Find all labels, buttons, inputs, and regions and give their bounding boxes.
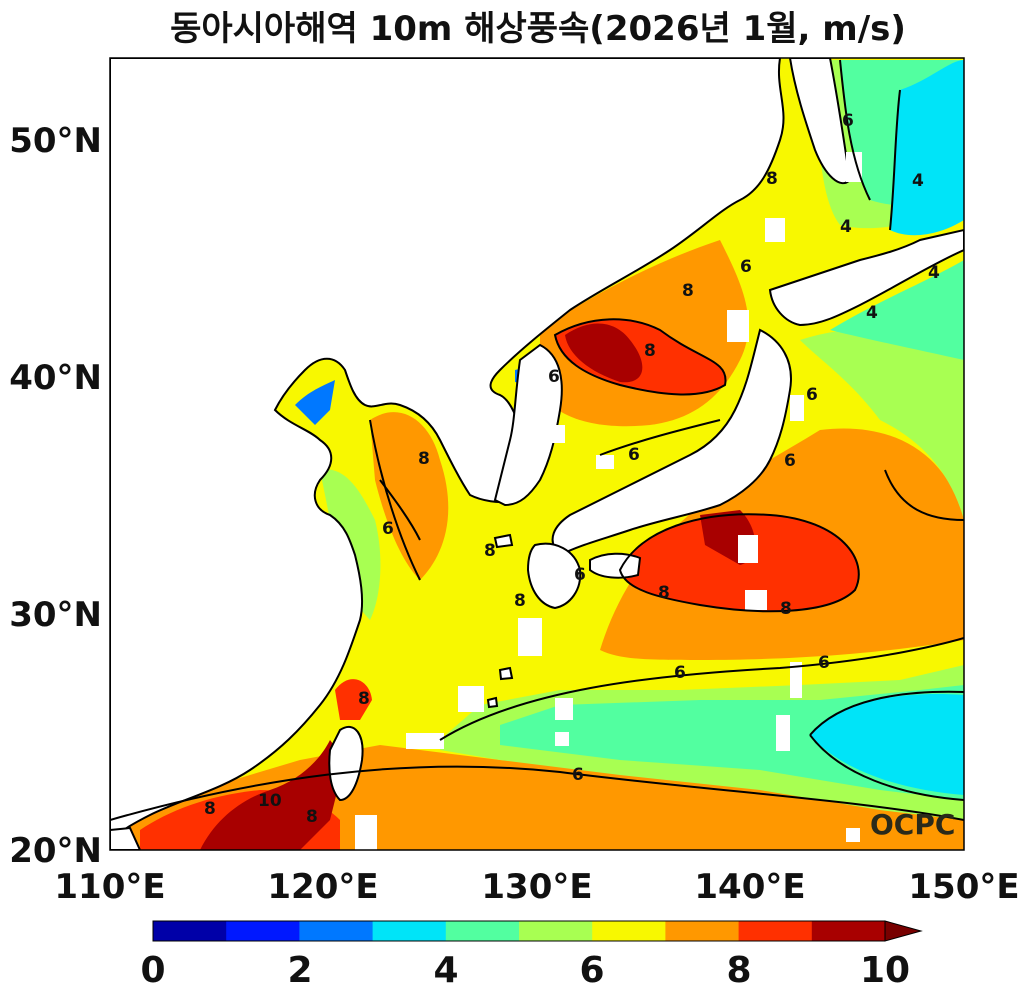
band-4-5-east bbox=[830, 260, 964, 360]
colorbar-tick-label: 2 bbox=[287, 950, 312, 991]
contour-label-group: 4 4 4 4 6 6 6 6 6 6 6 6 6 6 6 8 8 8 8 8 … bbox=[204, 111, 940, 827]
contour-label: 8 bbox=[484, 541, 496, 561]
contour-label: 6 bbox=[628, 445, 640, 465]
contour-label: 4 bbox=[912, 171, 924, 191]
lat-tick-label: 50°N bbox=[9, 121, 102, 161]
contour-label: 6 bbox=[842, 111, 854, 131]
contour-label: 8 bbox=[644, 341, 656, 361]
colorbar-tick-label: 4 bbox=[433, 950, 458, 991]
contour-label: 8 bbox=[658, 583, 670, 603]
map-title: 동아시아해역 10m 해상풍속(2026년 1월, m/s) bbox=[170, 9, 906, 49]
hokkaido bbox=[768, 228, 964, 327]
colorbar-tick-label: 10 bbox=[860, 950, 910, 991]
contour-label: 8 bbox=[306, 807, 318, 827]
contour-label: 8 bbox=[204, 799, 216, 819]
contour-lines bbox=[110, 59, 964, 821]
sakhalin bbox=[788, 58, 852, 185]
colorbar-segment bbox=[665, 921, 740, 941]
colorbar-tick-label: 8 bbox=[726, 950, 751, 991]
colorbar-segment bbox=[153, 921, 227, 941]
colorbar-segment bbox=[519, 921, 593, 941]
contour-label: 6 bbox=[674, 663, 686, 683]
lon-tick-label: 150°E bbox=[908, 867, 1019, 907]
band-5-6-east bbox=[800, 328, 964, 520]
korean-peninsula bbox=[493, 343, 563, 507]
contour-label: 4 bbox=[928, 263, 940, 283]
colorbar-segment bbox=[592, 921, 666, 941]
colorbar-segment bbox=[445, 921, 520, 941]
contour-label: 6 bbox=[784, 451, 796, 471]
lon-tick-label: 130°E bbox=[481, 867, 592, 907]
shikoku bbox=[589, 552, 642, 579]
contour-label: 8 bbox=[514, 591, 526, 611]
colorbar-segment bbox=[226, 921, 300, 941]
contour-label: 8 bbox=[766, 169, 778, 189]
contour-label: 6 bbox=[574, 565, 586, 585]
band-9-10-southwest bbox=[200, 740, 345, 850]
band-3-4-north bbox=[890, 60, 964, 236]
lat-tick-label: 30°N bbox=[9, 595, 102, 635]
colorbar-segment bbox=[372, 921, 447, 941]
band-7-8-yellowsea bbox=[370, 412, 449, 580]
colorbar-extend-arrow bbox=[884, 920, 923, 942]
colorbar bbox=[152, 920, 923, 942]
latitude-axis: 50°N 40°N 30°N 20°N bbox=[9, 121, 102, 871]
ryukyu-2 bbox=[498, 666, 514, 681]
map-frame bbox=[109, 57, 965, 851]
colorbar-segment bbox=[738, 921, 813, 941]
lon-tick-label: 140°E bbox=[694, 867, 805, 907]
colorbar-tick-label: 6 bbox=[579, 950, 604, 991]
band-9-10-japansea bbox=[565, 323, 643, 383]
colorbar-segment bbox=[299, 921, 374, 941]
lon-tick-label: 110°E bbox=[54, 867, 165, 907]
contour-label: 8 bbox=[682, 281, 694, 301]
contour-label: 6 bbox=[818, 653, 830, 673]
taiwan bbox=[328, 725, 364, 802]
contour-label: 6 bbox=[740, 257, 752, 277]
contour-label: 8 bbox=[358, 689, 370, 709]
lon-tick-label: 120°E bbox=[267, 867, 378, 907]
band-3-4-gulf bbox=[295, 380, 335, 425]
contour-label: 8 bbox=[780, 599, 792, 619]
colorbar-frame bbox=[152, 920, 886, 942]
asian-mainland bbox=[110, 58, 785, 842]
ryukyu-3 bbox=[486, 696, 499, 709]
colorbar-ticks: 0 2 4 6 8 10 bbox=[140, 950, 910, 991]
colorbar-segment bbox=[811, 921, 886, 941]
band-8-9-taiwan-strait bbox=[335, 679, 372, 720]
band-3-4-south bbox=[810, 694, 964, 795]
contour-label: 6 bbox=[806, 385, 818, 405]
contour-label: 10 bbox=[258, 791, 282, 811]
lat-tick-label: 40°N bbox=[9, 358, 102, 398]
contour-label: 6 bbox=[382, 519, 394, 539]
contour-label: 6 bbox=[572, 765, 584, 785]
longitude-axis: 110°E 120°E 130°E 140°E 150°E bbox=[54, 867, 1019, 907]
missing-data-patches bbox=[355, 152, 862, 850]
landmasses bbox=[110, 58, 964, 850]
map-area: 4 4 4 4 6 6 6 6 6 6 6 6 6 6 6 8 8 8 8 8 … bbox=[110, 58, 964, 850]
contour-label: 6 bbox=[548, 367, 560, 387]
colorbar-tick-label: 0 bbox=[140, 950, 165, 991]
contour-label: 4 bbox=[866, 303, 878, 323]
jeju bbox=[493, 533, 514, 549]
contour-label: 4 bbox=[840, 217, 852, 237]
kyushu bbox=[526, 542, 582, 610]
contour-label: 8 bbox=[418, 449, 430, 469]
ocpc-logo: OCPC bbox=[870, 808, 955, 841]
lat-tick-label: 20°N bbox=[9, 831, 102, 871]
hainan-edge bbox=[110, 826, 142, 850]
